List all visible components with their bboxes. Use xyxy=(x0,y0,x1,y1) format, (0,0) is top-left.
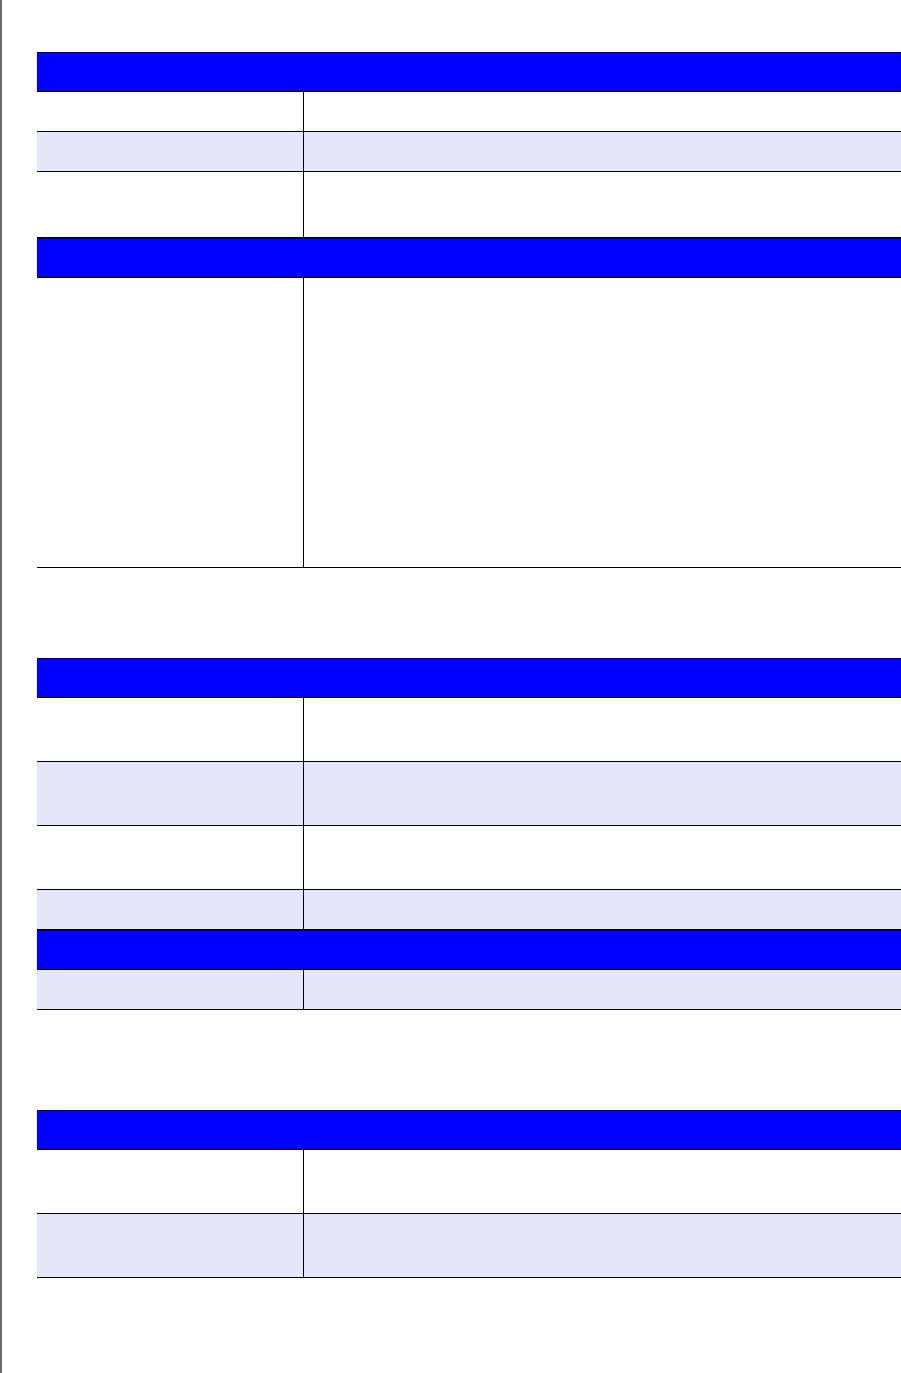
table-row xyxy=(37,826,901,890)
table-header-row xyxy=(37,52,901,92)
value-cell xyxy=(304,1214,901,1277)
table-1 xyxy=(37,52,901,568)
label-cell xyxy=(37,1150,304,1213)
table-header-row xyxy=(37,930,901,970)
page-left-border xyxy=(0,0,2,1373)
value-cell xyxy=(304,92,901,131)
table-header-row xyxy=(37,1110,901,1150)
label-cell xyxy=(37,698,304,761)
value-cell xyxy=(304,762,901,825)
table-3 xyxy=(37,1110,901,1278)
value-cell xyxy=(304,1150,901,1213)
label-cell xyxy=(37,172,304,237)
table-row xyxy=(37,92,901,132)
value-cell xyxy=(304,698,901,761)
table-header-row xyxy=(37,238,901,278)
label-cell xyxy=(37,132,304,171)
table-header-row xyxy=(37,658,901,698)
value-cell xyxy=(304,826,901,889)
table-row xyxy=(37,132,901,172)
table-row xyxy=(37,172,901,238)
table-2 xyxy=(37,658,901,1010)
table-row xyxy=(37,890,901,930)
label-cell xyxy=(37,970,304,1009)
table-row xyxy=(37,970,901,1010)
value-cell xyxy=(304,278,901,567)
label-cell xyxy=(37,92,304,131)
label-cell xyxy=(37,1214,304,1277)
value-cell xyxy=(304,970,901,1009)
label-cell xyxy=(37,826,304,889)
table-row xyxy=(37,698,901,762)
value-cell xyxy=(304,132,901,171)
label-cell xyxy=(37,278,304,567)
label-cell xyxy=(37,890,304,929)
label-cell xyxy=(37,762,304,825)
value-cell xyxy=(304,890,901,929)
table-row xyxy=(37,278,901,568)
table-row xyxy=(37,1214,901,1278)
value-cell xyxy=(304,172,901,237)
table-row xyxy=(37,1150,901,1214)
table-row xyxy=(37,762,901,826)
